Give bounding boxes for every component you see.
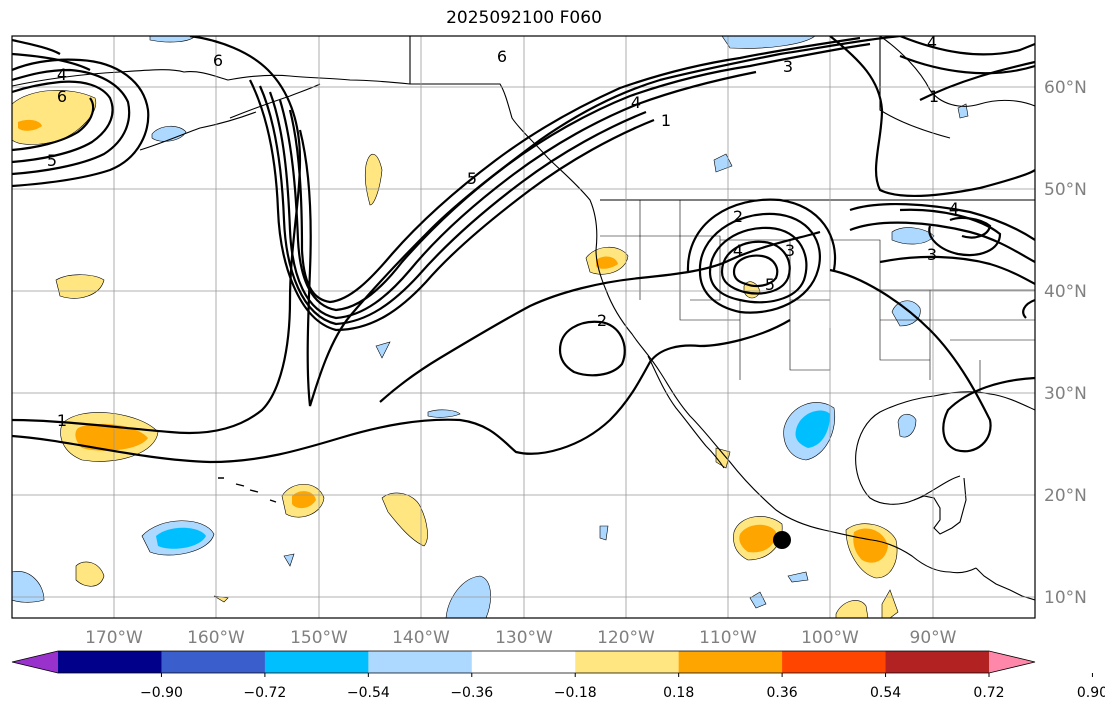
lon-tick-label: 90°W <box>910 628 957 648</box>
colorbar-outline <box>11 650 1036 674</box>
lon-tick-label: 170°W <box>85 628 143 648</box>
colorbar-segment <box>161 651 266 673</box>
colorbar-tick-label: −0.54 <box>347 685 390 701</box>
storm-center-marker <box>773 531 791 549</box>
lon-tick-label: 160°W <box>187 628 245 648</box>
colorbar-tick-label: 0.90 <box>1077 685 1105 701</box>
colorbar-segment <box>575 651 680 673</box>
contour-label: 5 <box>467 169 477 188</box>
colorbar-tick-label: 0.18 <box>663 685 694 701</box>
lat-tick-label: 30°N <box>1044 384 1087 404</box>
colorbar-tick-label: 0.54 <box>870 685 901 701</box>
shade-blue <box>787 571 809 583</box>
shade-orange <box>596 256 618 269</box>
colorbar-extend-max <box>989 651 1035 673</box>
shade-blue <box>713 153 733 173</box>
map-panel: 4 6 5 6 1 6 4 1 3 1 4 2 3 4 5 2 3 4 5 <box>12 33 1035 618</box>
contour-label: 1 <box>929 87 939 106</box>
shade-blue <box>375 341 391 359</box>
shade-cyan <box>795 410 830 448</box>
shade-yellow <box>364 154 383 206</box>
map-frame <box>11 35 1036 619</box>
colorbar-segment <box>471 651 576 673</box>
shade-orange <box>739 524 776 553</box>
colorbar: −0.90 −0.72 −0.54 −0.36 −0.18 0.18 0.36 0.54 0.7… <box>11 650 1105 701</box>
colorbar-tick-label: −0.72 <box>243 685 286 701</box>
contour-label: 4 <box>631 93 641 112</box>
colorbar-tick-label: −0.18 <box>554 685 597 701</box>
colorbar-tick-label: 0.36 <box>767 685 798 701</box>
lat-tick-label: 60°N <box>1044 78 1087 98</box>
shade-yellow <box>881 589 899 618</box>
shade-blue <box>427 409 461 418</box>
contour-label: 4 <box>949 199 959 218</box>
colorbar-tick-label: −0.90 <box>140 685 183 701</box>
contour-label: 3 <box>785 241 795 260</box>
shade-blue <box>149 36 196 43</box>
shade-yellow <box>381 492 428 547</box>
contour-label: 1 <box>661 111 671 130</box>
shade-cyan <box>156 527 206 549</box>
lon-tick-label: 150°W <box>290 628 348 648</box>
shade-blue <box>957 103 969 119</box>
shade-blue <box>891 227 935 245</box>
state-borders <box>600 200 1035 392</box>
shade-blue <box>891 300 921 327</box>
contour-label: 6 <box>497 47 507 66</box>
colorbar-segment <box>678 651 783 673</box>
gridlines <box>12 36 1035 618</box>
shade-yellow <box>55 274 105 299</box>
shade-yellow <box>75 561 105 587</box>
lat-tick-label: 50°N <box>1044 180 1087 200</box>
contour-label: 5 <box>47 151 57 170</box>
colorbar-segment <box>264 651 369 673</box>
lon-tick-label: 110°W <box>699 628 757 648</box>
contour-label: 5 <box>765 275 775 294</box>
shade-orange <box>18 119 42 131</box>
colorbar-segment <box>368 651 473 673</box>
colorbar-segment <box>58 651 162 673</box>
shading-layer <box>12 36 969 618</box>
shade-blue <box>599 525 609 541</box>
contour-label: 4 <box>57 65 67 84</box>
lon-axis: 170°W 160°W 150°W 140°W 130°W 120°W 110°… <box>85 628 957 648</box>
contour-label: 1 <box>57 411 67 430</box>
shade-blue <box>749 591 767 609</box>
contour-label: 2 <box>733 207 743 226</box>
colorbar-extend-min <box>12 651 58 673</box>
lon-tick-label: 130°W <box>495 628 553 648</box>
shade-blue <box>283 553 295 567</box>
map-title: 2025092100 F060 <box>446 8 602 28</box>
colorbar-tick-label: 0.72 <box>973 685 1004 701</box>
lat-tick-label: 20°N <box>1044 486 1087 506</box>
contours <box>12 36 1035 464</box>
contour-label: 4 <box>733 241 743 260</box>
shade-blue <box>12 571 45 603</box>
lon-tick-label: 120°W <box>597 628 655 648</box>
contour-labels: 4 6 5 6 1 6 4 1 3 1 4 2 3 4 5 2 3 4 5 <box>47 33 959 430</box>
lat-axis: 60°N 50°N 40°N 30°N 20°N 10°N <box>1044 78 1087 608</box>
shade-blue <box>721 36 816 49</box>
colorbar-tick-label: −0.36 <box>450 685 493 701</box>
lon-tick-label: 140°W <box>392 628 450 648</box>
colorbar-segment <box>782 651 887 673</box>
contour-label: 3 <box>927 245 937 264</box>
shade-orange <box>853 528 888 563</box>
shade-blue <box>897 413 917 438</box>
shade-yellow <box>835 600 869 618</box>
contour-label: 2 <box>597 311 607 330</box>
contour-label: 6 <box>213 51 223 70</box>
shade-orange <box>75 423 148 451</box>
shade-yellow <box>12 90 97 145</box>
shade-blue <box>151 125 187 142</box>
lat-tick-label: 40°N <box>1044 282 1087 302</box>
lon-tick-label: 100°W <box>801 628 859 648</box>
colorbar-segment <box>885 651 990 673</box>
contour-label: 4 <box>927 33 937 52</box>
contour-label: 3 <box>783 57 793 76</box>
contour-label: 6 <box>57 87 67 106</box>
lat-tick-label: 10°N <box>1044 588 1087 608</box>
